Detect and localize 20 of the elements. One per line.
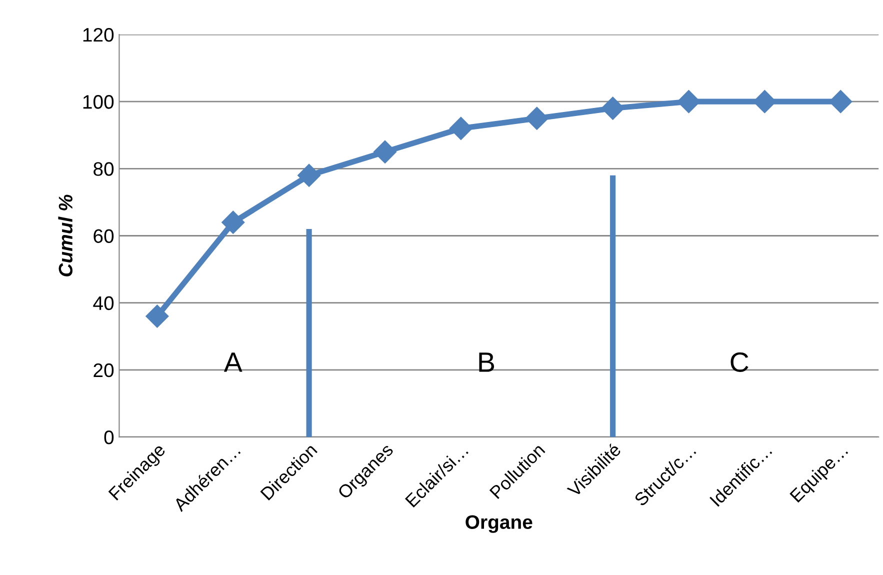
y-tick-label: 80 (94, 162, 114, 176)
annotation: B (479, 352, 494, 372)
point (601, 96, 624, 120)
point (449, 116, 472, 140)
y-tick-label: 100 (83, 95, 114, 109)
y-tick-label: 40 (93, 296, 114, 310)
point (298, 164, 321, 187)
y-tick-label: 0 (104, 430, 114, 444)
point (829, 90, 852, 114)
y-axis-title: Cumul % (58, 194, 73, 276)
point (146, 304, 169, 328)
y-tick-label: 20 (94, 363, 114, 378)
y-tick-label: 60 (94, 229, 114, 243)
x-axis-title: Organe (466, 515, 532, 533)
annotation: A (224, 352, 242, 372)
y-tick-label: 120 (83, 28, 114, 42)
annotation: C (730, 352, 748, 372)
point (525, 106, 548, 130)
point (222, 210, 245, 234)
point (373, 140, 396, 164)
